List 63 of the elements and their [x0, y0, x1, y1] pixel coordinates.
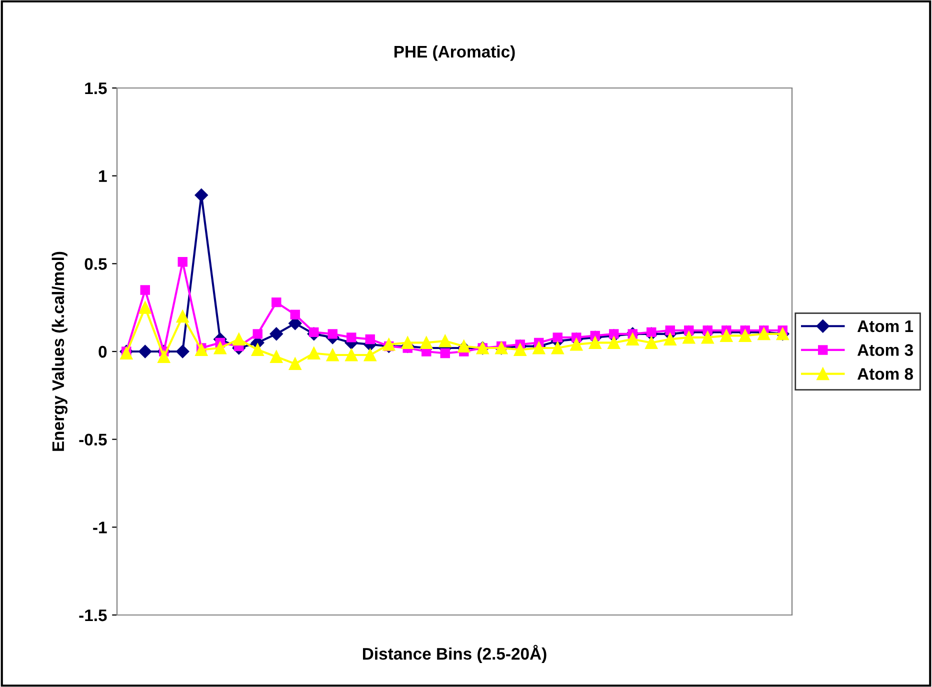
point — [194, 188, 208, 202]
point — [588, 336, 602, 349]
y-tick-label: 0 — [98, 346, 107, 358]
y-tick-label: 0.5 — [84, 258, 107, 270]
point — [608, 336, 620, 349]
point — [552, 332, 562, 342]
point — [120, 347, 133, 360]
point — [420, 336, 433, 349]
point — [664, 332, 676, 346]
point — [570, 338, 583, 351]
x-axis-title: Distance Bins (2.5-20Å) — [363, 644, 546, 664]
legend-label: Atom 1 — [857, 320, 914, 332]
point — [458, 340, 470, 352]
point — [738, 329, 752, 342]
point — [214, 342, 226, 354]
point — [364, 348, 376, 362]
y-tick-label: 1.5 — [85, 82, 107, 94]
point — [609, 329, 619, 339]
point — [270, 327, 283, 341]
y-tick-label: 1 — [99, 170, 107, 182]
point — [532, 342, 546, 354]
point — [290, 310, 300, 320]
point — [272, 297, 282, 308]
point — [138, 301, 152, 314]
point — [176, 344, 190, 358]
point — [308, 347, 320, 360]
point — [326, 348, 339, 362]
point — [401, 336, 414, 349]
point — [646, 327, 656, 338]
point — [195, 343, 208, 356]
legend-label: Atom 8 — [857, 368, 914, 380]
point — [346, 332, 356, 342]
point — [514, 343, 526, 356]
y-tick-label: -1.5 — [79, 610, 107, 622]
point — [551, 342, 564, 354]
y-tick-label: -1 — [93, 522, 107, 534]
point — [176, 310, 189, 323]
point — [328, 329, 338, 339]
chart-title: PHE (Aromatic) — [394, 45, 515, 61]
point — [682, 331, 696, 344]
point — [365, 334, 375, 344]
legend-label: Atom 3 — [857, 344, 913, 356]
point — [645, 336, 658, 349]
point — [232, 332, 246, 346]
point — [758, 328, 770, 340]
point — [440, 348, 450, 358]
y-tick-label: -0.5 — [79, 434, 107, 446]
point — [438, 334, 452, 348]
point — [382, 338, 396, 351]
point — [288, 358, 302, 370]
point — [665, 326, 675, 336]
point — [345, 348, 358, 362]
point — [701, 331, 714, 344]
point — [140, 285, 150, 295]
point — [158, 350, 170, 364]
point — [252, 329, 262, 339]
point — [720, 329, 733, 342]
point — [178, 257, 188, 267]
point — [251, 343, 264, 356]
point — [138, 344, 152, 358]
y-axis-title: Energy Values (k.cal/mol) — [52, 252, 68, 451]
point — [270, 350, 283, 364]
point — [626, 332, 639, 346]
